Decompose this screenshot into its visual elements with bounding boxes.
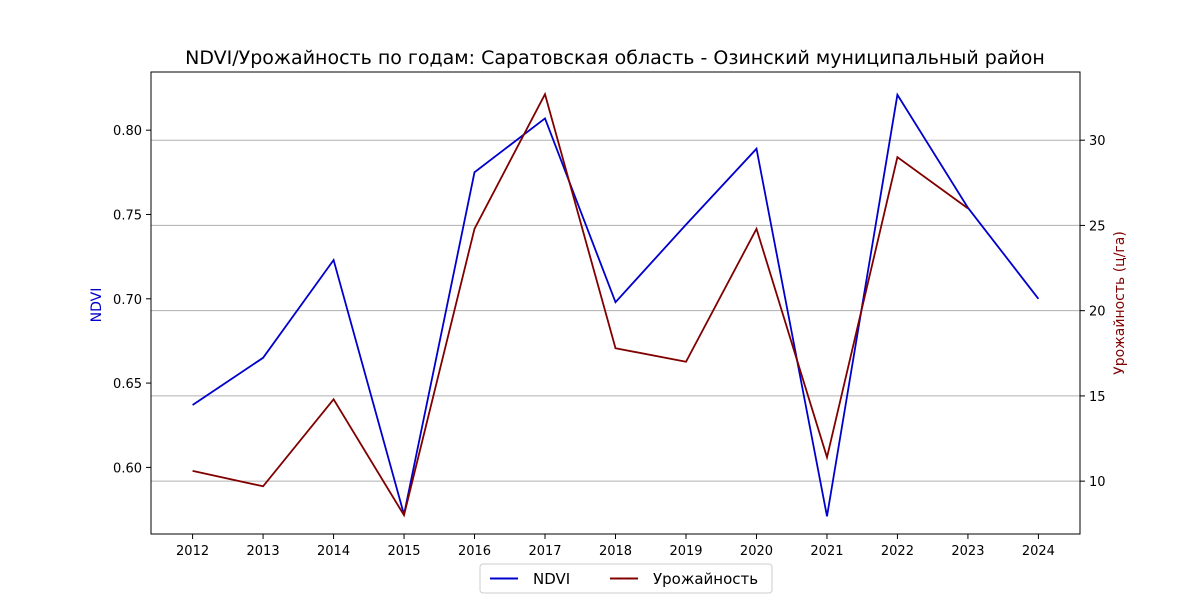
x-tick-label: 2016 <box>458 544 491 559</box>
x-tick-label: 2020 <box>740 544 773 559</box>
x-tick-label: 2015 <box>387 544 420 559</box>
x-tick-label: 2019 <box>669 544 702 559</box>
x-tick-label: 2018 <box>599 544 632 559</box>
series-line-yield <box>192 91 969 518</box>
legend-yield-label: Урожайность <box>653 570 758 588</box>
x-tick-label: 2017 <box>528 544 561 559</box>
legend: NDVI Урожайность <box>479 563 773 594</box>
y-axis-left: 0.60 0.65 0.70 0.75 0.80 <box>113 124 151 476</box>
y-left-tick-label: 0.65 <box>113 377 142 392</box>
x-tick-label: 2014 <box>317 544 350 559</box>
x-tick-label: 2023 <box>951 544 984 559</box>
y-right-tick-label: 30 <box>1089 134 1106 149</box>
y-left-tick-label: 0.75 <box>113 208 142 223</box>
y-left-tick-label: 0.80 <box>113 124 142 139</box>
x-tick-label: 2012 <box>176 544 209 559</box>
y-axis-left-title: NDVI <box>89 288 105 323</box>
x-axis: 2012 2013 2014 2015 2016 2017 2018 2019 2020 2021… <box>176 534 1055 559</box>
series-line-ndvi <box>192 92 1040 517</box>
y-left-tick-label: 0.70 <box>113 293 142 308</box>
grid-lines <box>151 139 1080 482</box>
y-right-tick-label: 25 <box>1089 219 1106 234</box>
legend-ndvi-label: NDVI <box>533 570 570 588</box>
series-layer <box>192 91 1040 518</box>
y-right-tick-label: 20 <box>1089 305 1106 320</box>
x-tick-label: 2013 <box>247 544 280 559</box>
x-tick-label: 2021 <box>810 544 843 559</box>
y-right-tick-label: 15 <box>1089 390 1106 405</box>
x-tick-label: 2022 <box>881 544 914 559</box>
y-right-tick-label: 10 <box>1089 475 1106 490</box>
y-left-tick-label: 0.60 <box>113 461 142 476</box>
y-axis-right-title: Урожайность (ц/га) <box>1112 231 1128 375</box>
x-tick-label: 2024 <box>1022 544 1055 559</box>
chart-title: NDVI/Урожайность по годам: Саратовская о… <box>185 47 1045 69</box>
y-axis-right: 10 15 20 25 30 <box>1080 134 1106 490</box>
